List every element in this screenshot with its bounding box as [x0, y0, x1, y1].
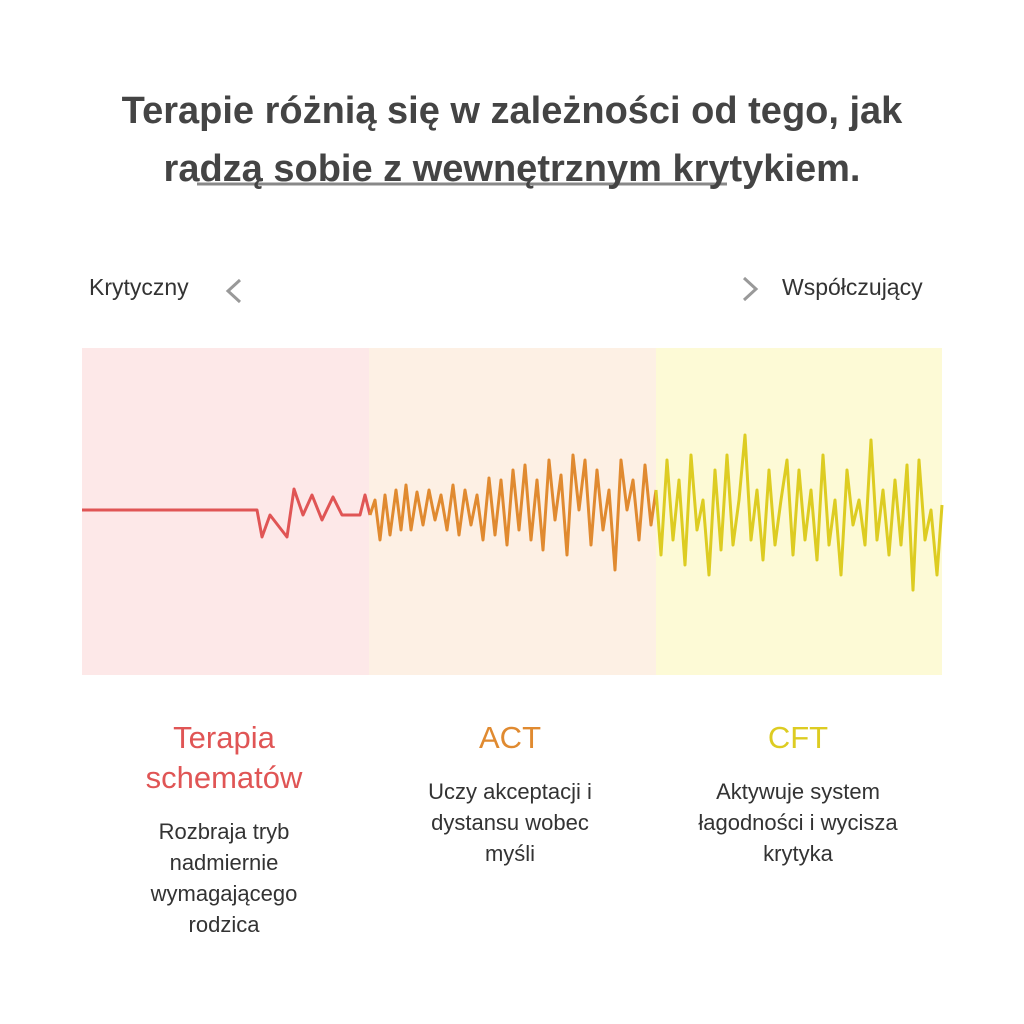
wave-schema — [82, 487, 372, 539]
title-line: radzą sobie z wewnętrznym krytykiem. — [163, 148, 861, 190]
section-name: Terapia schematów — [74, 718, 374, 798]
description-line: Aktywuje system — [716, 779, 880, 804]
description-line: wymagającego — [150, 881, 298, 906]
name-line: Terapia — [173, 720, 275, 755]
section: CFT Aktywuje system łagodności i wycisza kr… — [648, 718, 948, 869]
wave-act — [368, 453, 658, 572]
section: Terapia schematów Rozbraja tryb nadmiernie w… — [74, 718, 374, 940]
title: Terapie różnią się w zależności od tego,… — [0, 82, 1024, 198]
section-description: Rozbraja tryb nadmiernie wymagającego rodzi… — [74, 816, 374, 940]
wave-cft — [654, 433, 944, 592]
description-line: myśli — [484, 841, 536, 866]
section: ACT Uczy akceptacji i dystansu wobec myśli — [360, 718, 660, 869]
name-line: ACT — [479, 720, 541, 755]
description-line: rodzica — [188, 912, 260, 937]
description-line: łagodności i wycisza — [698, 810, 898, 835]
section-name: ACT — [360, 718, 660, 758]
chevron-right — [742, 276, 759, 302]
left-label: Krytyczny — [89, 274, 189, 300]
chevron-left — [225, 278, 242, 304]
section-name: CFT — [648, 718, 948, 758]
description-line: nadmiernie — [169, 850, 279, 875]
title-line: Terapie różnią się w zależności od tego,… — [121, 90, 903, 132]
description-line: krytyka — [763, 841, 833, 866]
right-label: Współczujący — [782, 274, 923, 300]
name-line: CFT — [767, 720, 829, 755]
band-middle — [369, 348, 656, 675]
section-description: Uczy akceptacji i dystansu wobec myśli — [360, 776, 660, 869]
description-line: Uczy akceptacji i — [428, 779, 592, 804]
name-line: schematów — [145, 760, 303, 795]
description-line: Rozbraja tryb — [158, 819, 290, 844]
description-line: dystansu wobec — [431, 810, 589, 835]
section-description: Aktywuje system łagodności i wycisza kryty… — [648, 776, 948, 869]
